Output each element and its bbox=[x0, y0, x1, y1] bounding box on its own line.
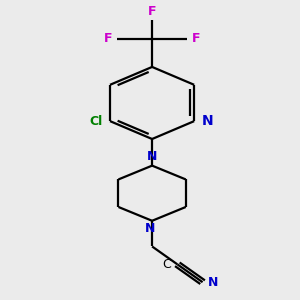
Text: N: N bbox=[202, 114, 213, 128]
Text: Cl: Cl bbox=[89, 115, 103, 128]
Text: F: F bbox=[103, 32, 112, 45]
Text: N: N bbox=[208, 276, 218, 289]
Text: N: N bbox=[147, 150, 157, 163]
Text: N: N bbox=[145, 222, 155, 235]
Text: C: C bbox=[162, 258, 171, 271]
Text: F: F bbox=[148, 5, 156, 18]
Text: F: F bbox=[192, 32, 201, 45]
